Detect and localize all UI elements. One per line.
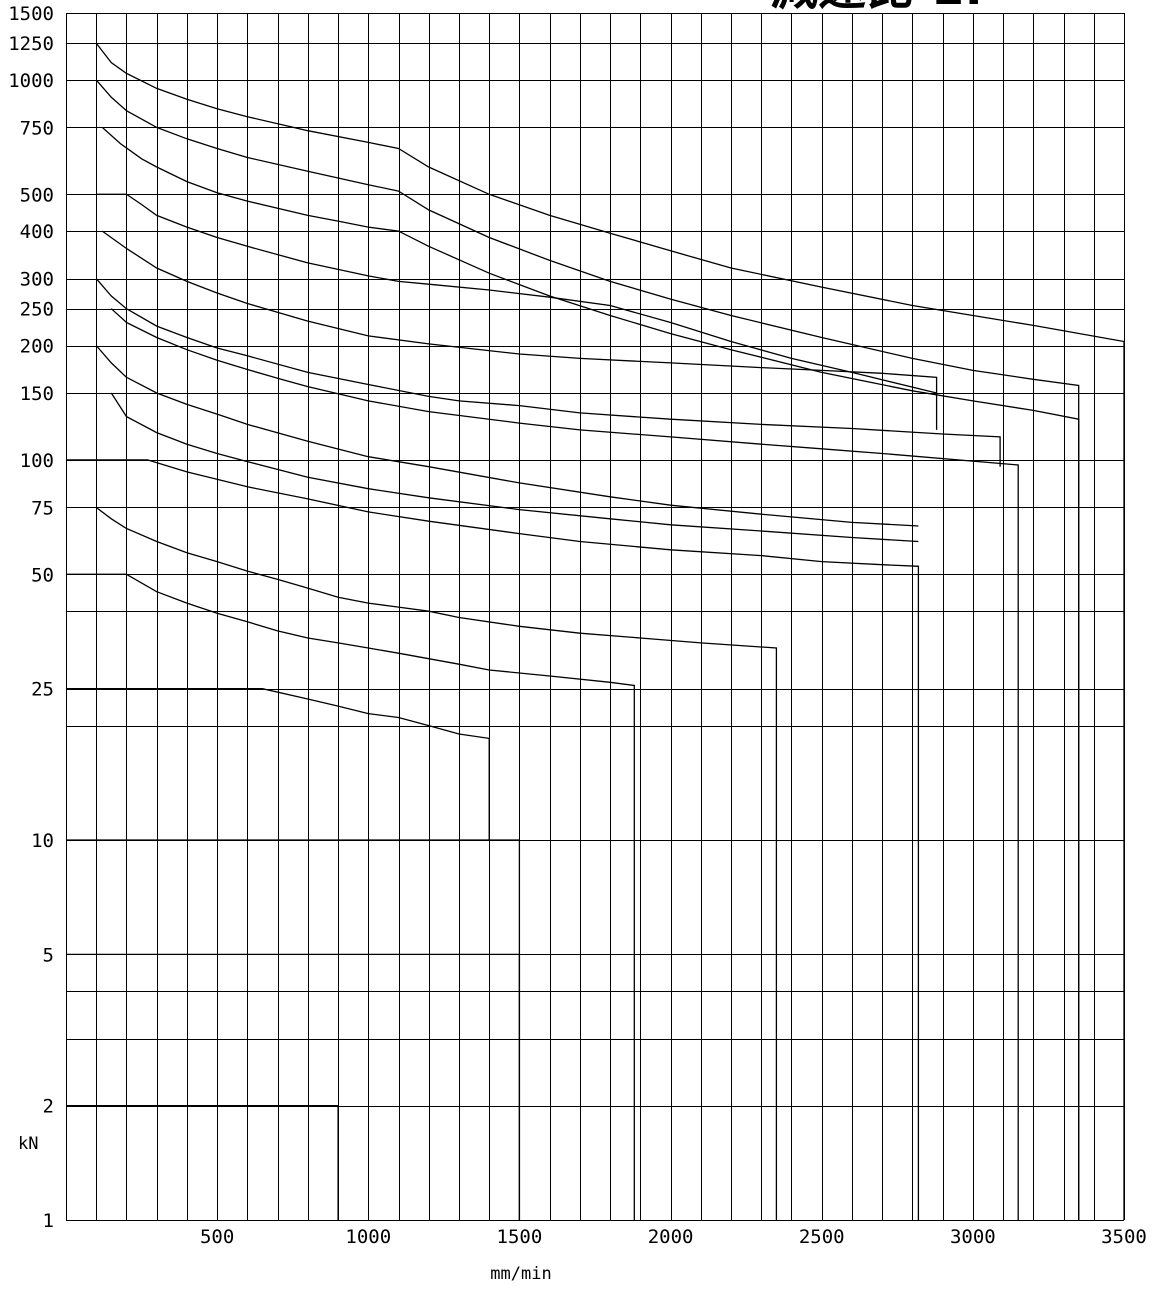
series-line [110, 308, 1019, 1220]
y-tick-label: 300 [20, 269, 54, 291]
series-line [95, 42, 1125, 1220]
y-axis-label: kN [18, 1134, 38, 1154]
series-group [66, 42, 1125, 1220]
series-line [66, 839, 521, 1220]
x-axis-ticks: 500 1000 1500 2000 2500 3000 3500 [200, 1226, 1147, 1248]
series-line [110, 392, 919, 543]
y-tick-label: 400 [20, 221, 54, 243]
y-tick-label: 25 [31, 679, 54, 701]
x-tick-label: 3000 [950, 1226, 996, 1248]
y-tick-label: 250 [20, 299, 54, 321]
y-tick-label: 1 [43, 1210, 54, 1232]
y-tick-label: 750 [20, 117, 54, 139]
y-tick-label: 1000 [8, 70, 54, 92]
series-line [66, 459, 920, 1220]
y-tick-label: 100 [20, 450, 54, 472]
series-line [66, 688, 490, 840]
y-tick-label: 75 [31, 497, 54, 519]
series-line [96, 193, 937, 394]
y-tick-label: 150 [20, 383, 54, 405]
y-axis-ticks: 1251025507510015020025030040050075010001… [8, 3, 54, 1232]
y-tick-label: 10 [31, 830, 54, 852]
y-tick-label: 5 [43, 944, 54, 966]
x-tick-label: 1500 [497, 1226, 543, 1248]
series-line [95, 506, 778, 1220]
series-line [101, 126, 1080, 1220]
series-line [95, 79, 1080, 1220]
grid-lines [66, 13, 1125, 1221]
x-tick-label: 3500 [1101, 1226, 1147, 1248]
x-tick-label: 500 [200, 1226, 234, 1248]
chart-title: 減速比 1: [770, 0, 983, 16]
y-tick-label: 1500 [8, 3, 54, 25]
y-tick-label: 500 [20, 184, 54, 206]
series-line [66, 1104, 339, 1220]
y-tick-label: 200 [20, 336, 54, 358]
series-line [95, 278, 1001, 467]
y-tick-label: 50 [31, 564, 54, 586]
x-tick-label: 2500 [799, 1226, 845, 1248]
series-line [95, 345, 919, 527]
series-line [101, 230, 938, 430]
x-axis-label: mm/min [490, 1264, 551, 1284]
y-tick-label: 2 [43, 1096, 54, 1118]
y-tick-label: 1250 [8, 33, 54, 55]
series-line [66, 953, 521, 1220]
x-tick-label: 1000 [345, 1226, 391, 1248]
series-line [66, 573, 635, 1220]
x-tick-label: 2000 [648, 1226, 694, 1248]
